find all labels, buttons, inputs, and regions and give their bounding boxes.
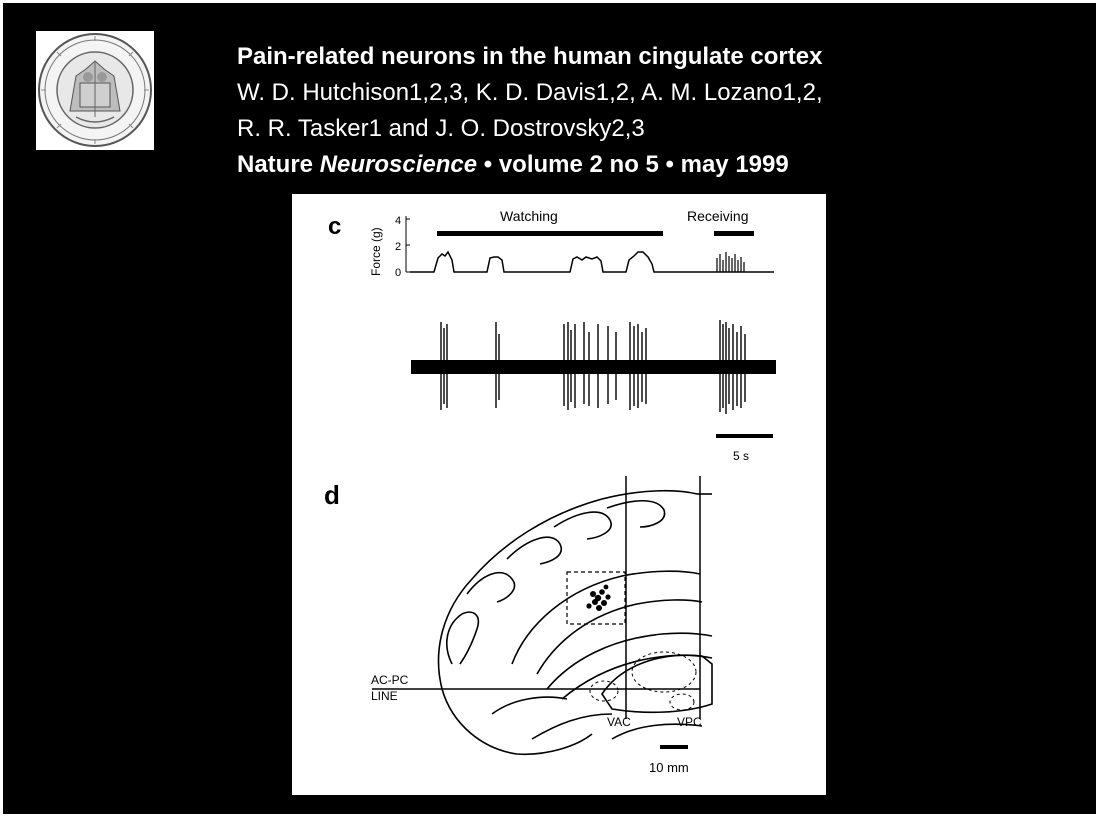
authors-line-1: W. D. Hutchison1,2,3, K. D. Davis1,2, A.… [237, 79, 823, 106]
distance-scalebar-label: 10 mm [649, 760, 689, 775]
journal-name-part1: Nature [237, 151, 320, 178]
journal-name-italic: Neuroscience [319, 151, 478, 178]
recording-site-dots [586, 584, 611, 611]
university-seal-logo [36, 31, 154, 150]
watching-bar [437, 231, 663, 236]
journal-volume-date: • volume 2 no 5 • may 1999 [477, 151, 789, 178]
panel-c-label: c [328, 213, 341, 240]
slide-background: Pain-related neurons in the human cingul… [3, 3, 1096, 814]
acpc-label-line1: AC-PC [371, 673, 409, 687]
receiving-label: Receiving [687, 208, 748, 224]
citation-block: Pain-related neurons in the human cingul… [237, 39, 823, 183]
time-scalebar-label: 5 s [733, 449, 749, 463]
receiving-bar [714, 231, 754, 236]
acpc-label-line2: LINE [371, 689, 398, 703]
force-trace [410, 250, 700, 273]
vpc-label: VPC [677, 715, 702, 729]
neural-spike-bursts [440, 320, 746, 414]
vac-label: VAC [607, 715, 631, 729]
neural-recording-baseline [411, 360, 776, 374]
figure-illustration: c Force (g) 4 2 0 Watching Receiving [324, 208, 776, 775]
panel-d-label: d [324, 480, 340, 510]
distance-scalebar [660, 745, 688, 749]
receiving-force-spikes [716, 252, 745, 272]
force-axis-ticks [406, 218, 410, 273]
authors-line-2: R. R. Tasker1 and J. O. Dostrovsky2,3 [237, 115, 645, 142]
ytick-2: 2 [395, 241, 401, 253]
time-scalebar [716, 434, 773, 438]
ytick-0: 0 [395, 267, 401, 279]
brain-sagittal-outline [437, 489, 713, 756]
watching-label: Watching [500, 208, 558, 224]
force-axis-label: Force (g) [369, 227, 383, 276]
paper-title: Pain-related neurons in the human cingul… [237, 43, 823, 70]
journal-citation: Nature Neuroscience • volume 2 no 5 • ma… [237, 147, 823, 183]
thalamic-contours [589, 651, 697, 711]
figure-panel: c Force (g) 4 2 0 Watching Receiving [292, 194, 826, 795]
ytick-4: 4 [395, 215, 401, 227]
recording-region-box [566, 571, 626, 625]
